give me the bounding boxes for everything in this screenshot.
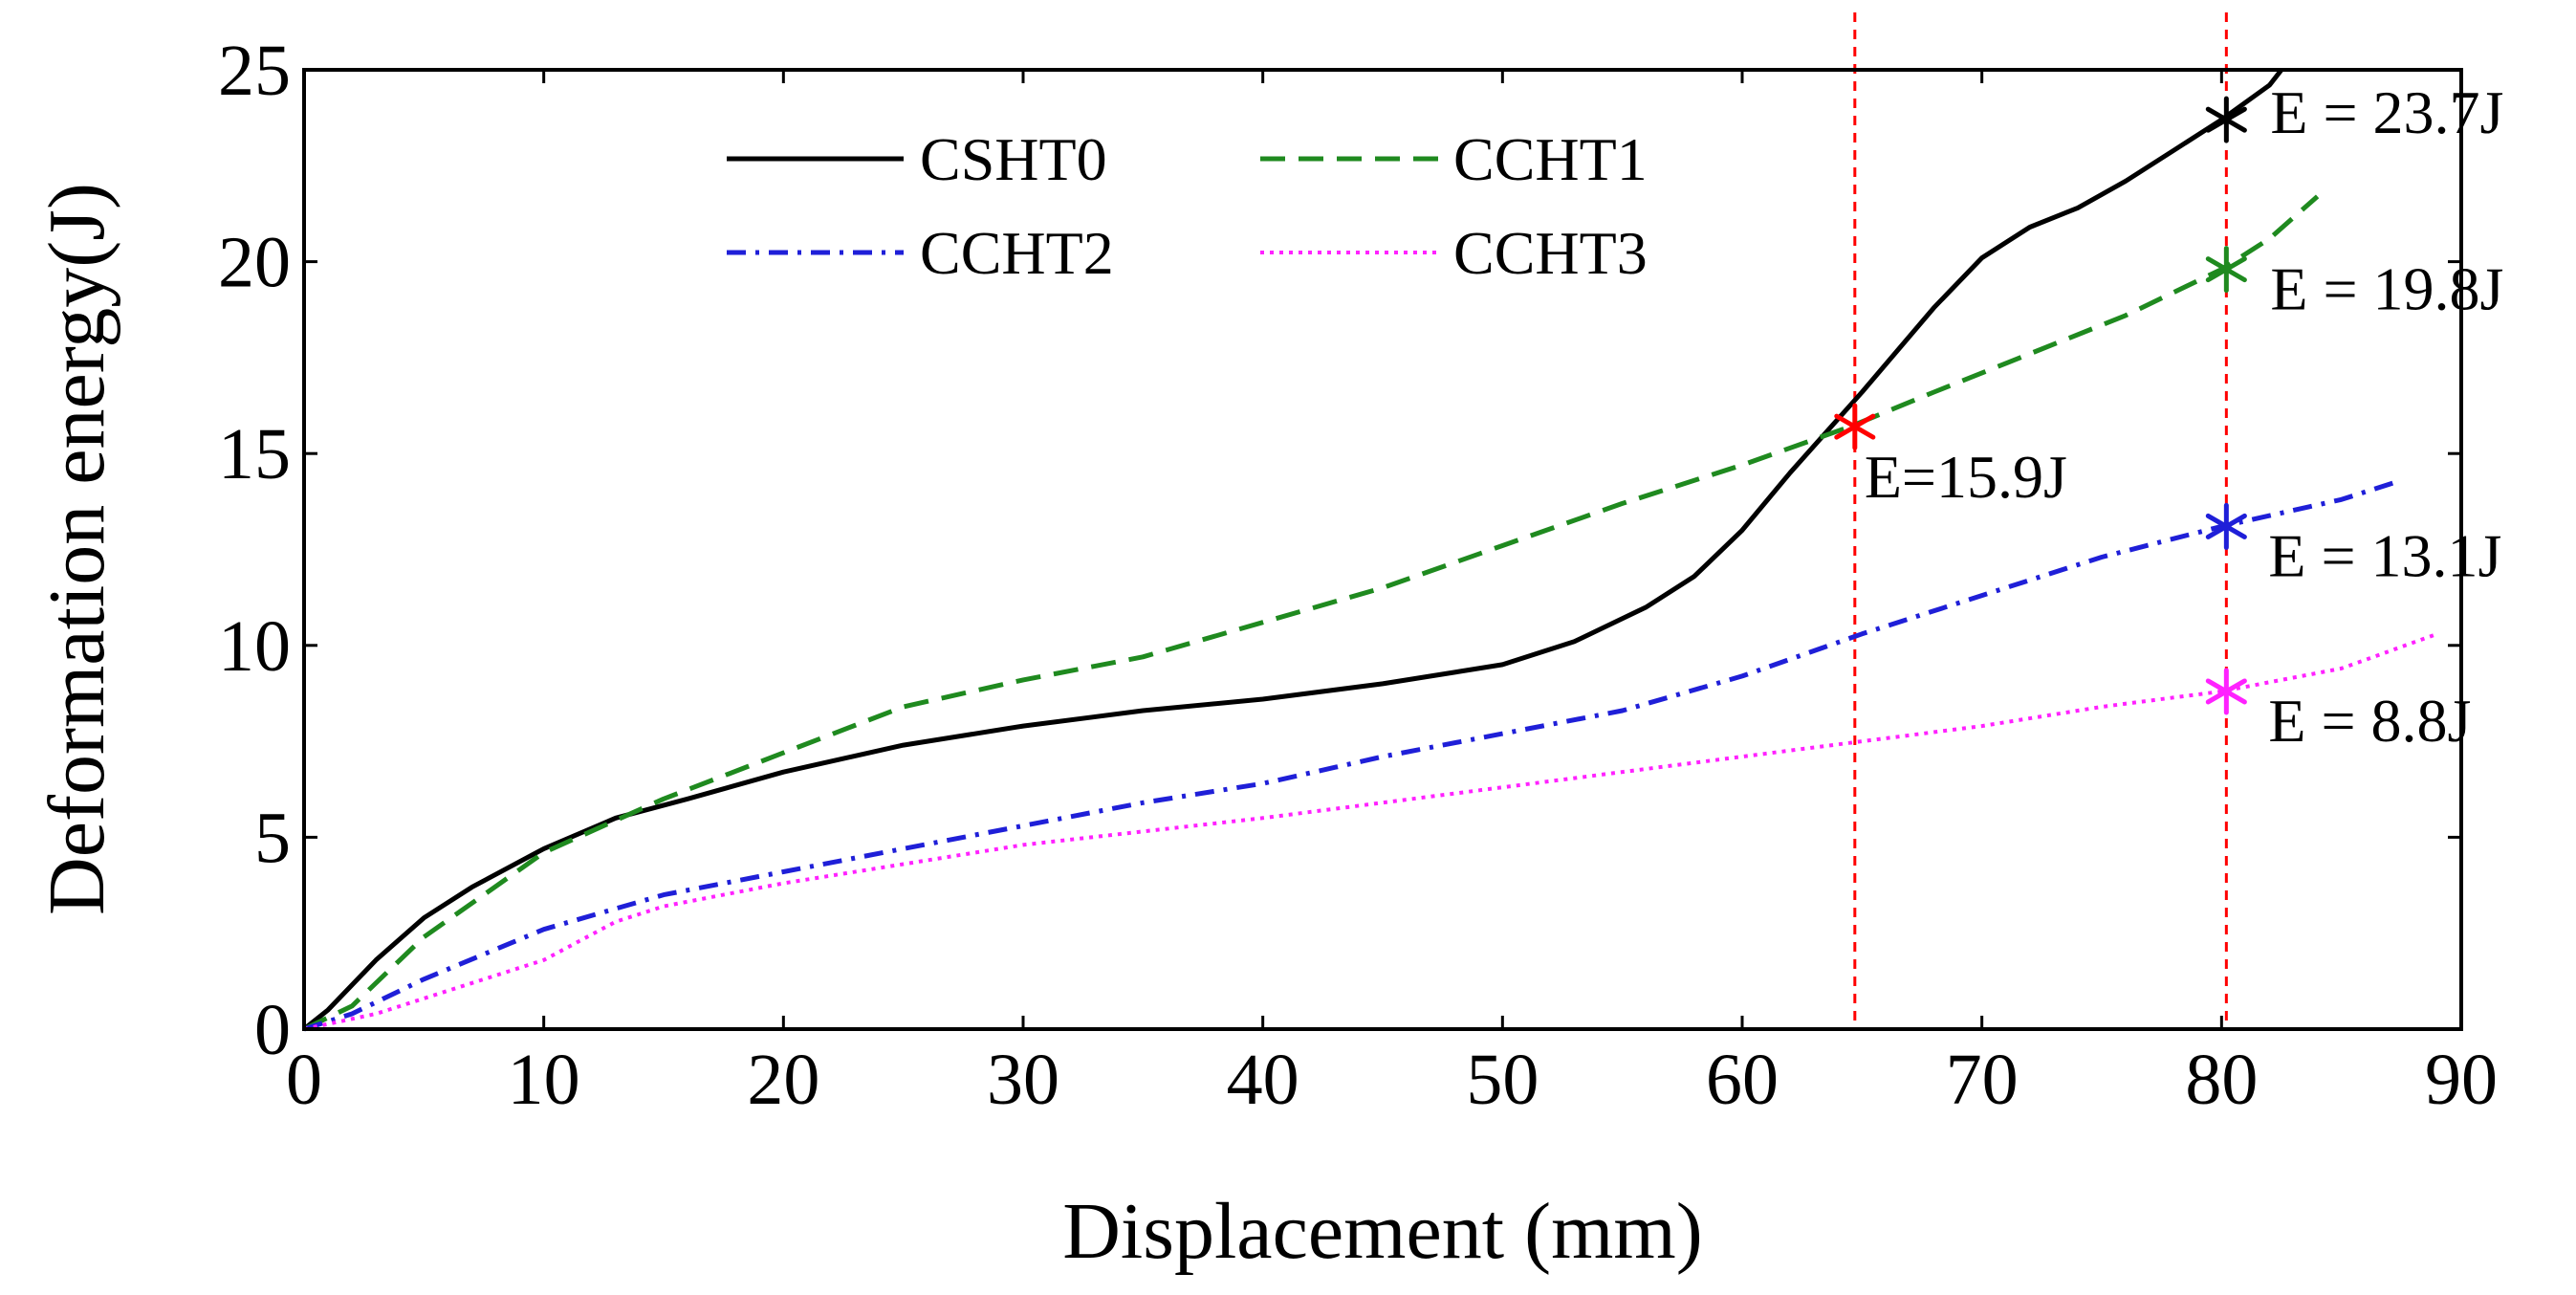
energy-annotation-3: E = 13.1J [2268,521,2501,589]
x-tick-label: 40 [1227,1040,1299,1120]
asterisk-marker-0 [2205,96,2247,143]
axis-ticks: 0 10 20 30 40 50 60 70 80 90 0 5 10 15 20 25 [218,31,2498,1120]
x-tick-label: 70 [1946,1040,2019,1120]
energy-markers [1834,96,2247,715]
y-tick-label: 0 [254,990,291,1070]
y-tick-label: 10 [218,606,291,687]
x-tick-label: 0 [286,1040,322,1120]
x-axis-title: Displacement (mm) [1062,1187,1702,1276]
energy-annotation-1: E = 19.8J [2270,255,2503,323]
x-tick-label: 60 [1706,1040,1779,1120]
x-tick-label: 30 [987,1040,1059,1120]
x-tick-label: 80 [2185,1040,2258,1120]
legend-label-ccht3: CCHT3 [1453,219,1648,287]
series-lines [302,68,2438,1032]
asterisk-marker-3 [2205,502,2247,550]
energy-annotation-0: E = 23.7J [2270,78,2503,146]
energy-annotation-4: E = 8.8J [2268,687,2471,755]
x-tick-label: 90 [2425,1040,2498,1120]
x-tick-label: 50 [1466,1040,1539,1120]
y-tick-label: 15 [218,414,291,494]
energy-annotation-2: E=15.9J [1865,443,2067,511]
x-tick-label: 20 [747,1040,819,1120]
asterisk-marker-1 [2205,246,2247,294]
legend-label-ccht1: CCHT1 [1453,125,1648,193]
plot-area-frame [302,68,2463,1031]
y-tick-label: 5 [254,798,291,878]
legend: CSHT0 CCHT1 CCHT2 CCHT3 [727,125,1648,287]
y-axis-title: Deformation energy(J) [33,183,121,915]
series-line-ccht2 [303,477,2403,1032]
legend-label-csht0: CSHT0 [920,125,1107,193]
asterisk-marker-4 [2205,668,2247,715]
y-tick-label: 20 [218,223,291,303]
energy-annotations: E = 23.7J E = 19.8J E=15.9J E = 13.1J E = 8.… [1865,78,2504,755]
asterisk-marker-2 [1834,403,1876,450]
y-tick-label: 25 [218,31,291,111]
legend-label-ccht2: CCHT2 [920,219,1114,287]
x-tick-label: 10 [508,1040,580,1120]
series-line-ccht3 [303,631,2438,1031]
series-line-csht0 [302,68,2283,1031]
